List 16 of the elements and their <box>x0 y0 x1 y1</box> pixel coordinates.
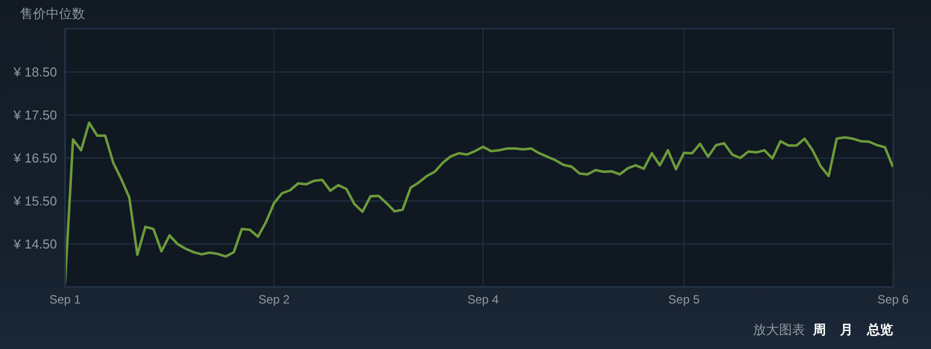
x-tick-label: Sep 5 <box>668 292 700 307</box>
y-tick-label: ¥ 17.50 <box>12 108 57 123</box>
x-tick-label: Sep 2 <box>258 292 290 307</box>
text: 放大图表 <box>753 321 805 339</box>
text: 总览 <box>867 321 893 339</box>
x-tick-label: Sep 6 <box>877 292 910 307</box>
line-series <box>65 121 893 285</box>
x-tick-label: Sep 4 <box>467 292 500 307</box>
text: 周 <box>813 321 826 339</box>
chart-title: 售价中位数 <box>20 5 85 23</box>
y-tick-label: ¥ 15.50 <box>12 194 57 209</box>
text: 月 <box>840 321 853 339</box>
y-tick-label: ¥ 16.50 <box>12 150 57 166</box>
y-tick-label: ¥ 18.50 <box>12 64 57 80</box>
y-tick-label: ¥ 14.50 <box>12 236 57 252</box>
x-tick-label: Sep 1 <box>49 292 82 307</box>
